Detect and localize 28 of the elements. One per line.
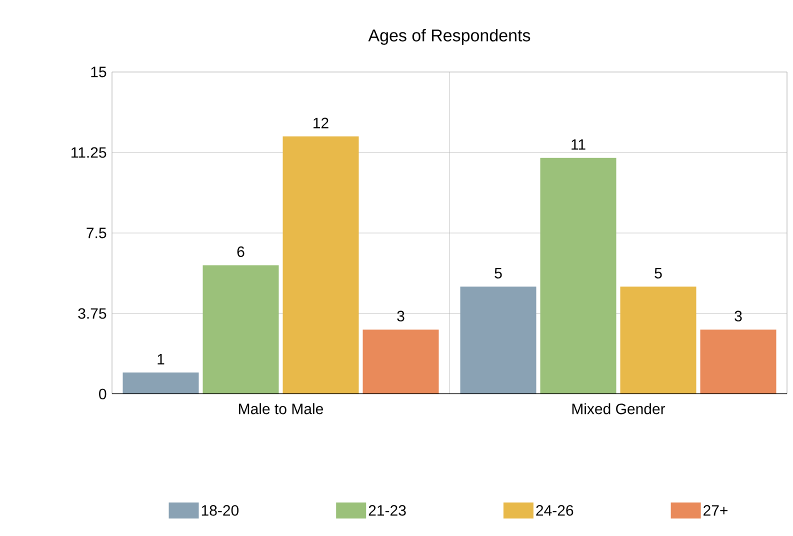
y-tick-label: 7.5 — [86, 228, 106, 238]
bar — [700, 330, 776, 394]
data-label: 5 — [494, 268, 502, 278]
y-tick-label: 15 — [91, 66, 106, 78]
data-label: 1 — [158, 354, 164, 364]
data-label: 6 — [237, 246, 244, 257]
data-label: 11 — [572, 139, 586, 150]
bar — [540, 158, 616, 394]
legend-label: 24-26 — [536, 505, 574, 516]
data-label: 3 — [734, 310, 742, 322]
bar — [460, 286, 536, 394]
data-label: 3 — [397, 310, 404, 322]
x-tick-label: Mixed Gender — [572, 403, 666, 414]
data-label: 5 — [654, 268, 662, 278]
y-tick-label: 0 — [99, 388, 106, 400]
bar — [282, 136, 359, 394]
x-tick-label: Male to Male — [239, 403, 323, 414]
legend-label: 18-20 — [202, 505, 239, 516]
bar — [620, 286, 696, 394]
chart-title: Ages of Respondents — [368, 28, 530, 45]
legend-label: 21-23 — [368, 505, 406, 516]
data-label: 12 — [314, 118, 328, 128]
legend-label: 27+ — [704, 505, 728, 516]
bar — [362, 330, 439, 394]
bar — [202, 265, 279, 394]
y-tick-label: 3.75 — [78, 308, 106, 319]
bar — [122, 372, 199, 394]
y-tick-label: 11.25 — [72, 147, 106, 158]
